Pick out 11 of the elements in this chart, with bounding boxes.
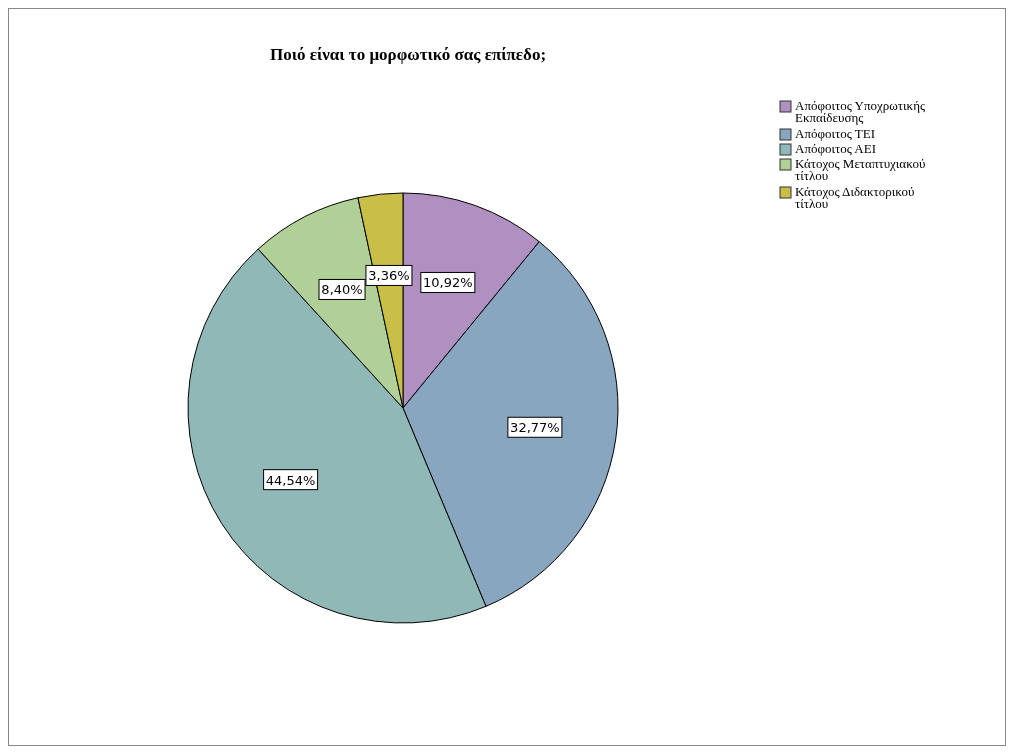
data-label: 10,92% [423,275,473,291]
data-label: 3,36% [368,268,410,284]
data-label: 32,77% [510,420,560,436]
legend-label: Κάτοχος Μεταπτυχιακού τίτλου [795,156,926,183]
chart-title: Ποιό είναι το μορφωτικό σας επίπεδο; [269,45,547,64]
legend-label: Κάτοχος Διδακτορικού τίτλου [795,184,915,211]
legend-label: Απόφοιτος Υποχρωτικής Εκπαίδευσης [795,98,926,125]
data-label: 44,54% [265,472,316,488]
data-label: 8,40% [321,282,363,298]
legend-label: Απόφοιτος ΤΕΙ [795,126,876,141]
legend-label: Απόφοιτος ΑΕΙ [795,141,877,156]
